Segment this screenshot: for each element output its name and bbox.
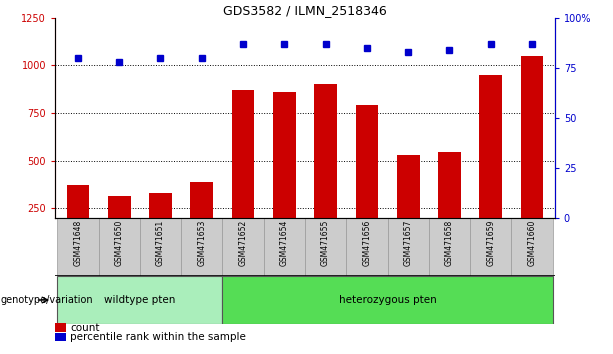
Bar [57,276,223,324]
Text: GSM471653: GSM471653 [197,219,206,266]
Text: percentile rank within the sample: percentile rank within the sample [70,332,246,342]
Bar [314,84,337,256]
Bar [149,193,172,256]
Text: GSM471655: GSM471655 [321,219,330,266]
Bar [470,218,511,276]
Bar [305,218,346,276]
Bar [356,105,378,256]
Bar [223,218,264,276]
Text: GSM471658: GSM471658 [445,219,454,266]
Bar [108,196,131,256]
Text: GSM471660: GSM471660 [528,219,536,266]
Bar [346,218,387,276]
Bar [99,218,140,276]
Bar [55,333,66,341]
Bar [520,56,543,256]
Bar [67,185,89,256]
Text: GSM471648: GSM471648 [74,219,82,266]
Bar [140,218,181,276]
Title: GDS3582 / ILMN_2518346: GDS3582 / ILMN_2518346 [223,4,387,17]
Bar [438,152,461,256]
Bar [55,323,66,332]
Text: GSM471659: GSM471659 [486,219,495,266]
Text: GSM471651: GSM471651 [156,219,165,266]
Bar [191,182,213,256]
Text: count: count [70,322,100,332]
Text: GSM471652: GSM471652 [238,219,248,266]
Bar [397,155,419,256]
Bar [479,75,502,256]
Bar [181,218,223,276]
Text: heterozygous pten: heterozygous pten [338,295,436,305]
Bar [511,218,553,276]
Bar [232,90,254,256]
Text: GSM471656: GSM471656 [362,219,371,266]
Bar [57,218,99,276]
Bar [264,218,305,276]
Text: GSM471654: GSM471654 [280,219,289,266]
Text: wildtype pten: wildtype pten [104,295,175,305]
Text: GSM471657: GSM471657 [404,219,413,266]
Bar [273,92,295,256]
Bar [387,218,429,276]
Bar [223,276,553,324]
Text: GSM471650: GSM471650 [115,219,124,266]
Bar [429,218,470,276]
Text: genotype/variation: genotype/variation [1,295,93,305]
